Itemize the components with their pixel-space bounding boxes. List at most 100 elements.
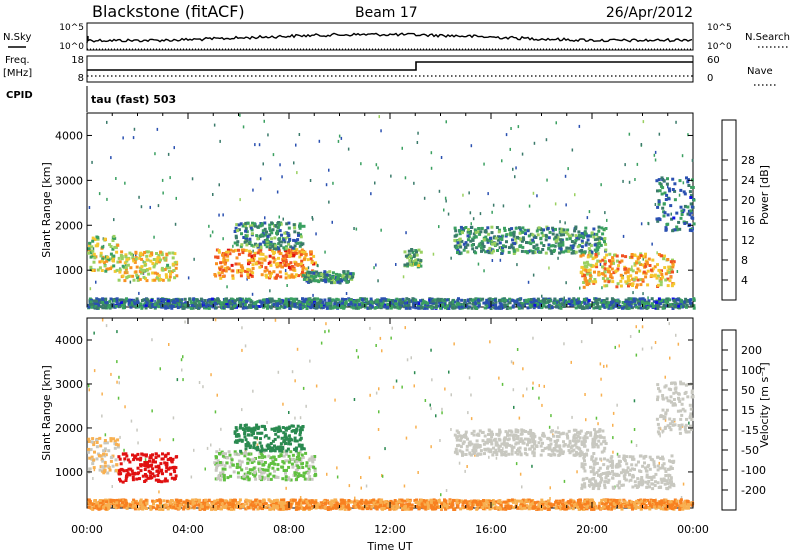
echo-cell — [479, 298, 483, 302]
echo-cell — [285, 449, 289, 453]
echo-cell — [469, 453, 473, 457]
echo-cell — [164, 305, 168, 309]
echo-cell — [283, 231, 287, 235]
echo-cell — [368, 306, 372, 310]
echo-cell — [250, 224, 254, 228]
echo-cell — [277, 302, 281, 305]
echo-cell — [515, 300, 519, 304]
scatter-point — [309, 179, 312, 182]
echo-cell — [461, 231, 464, 235]
echo-cell — [120, 257, 124, 261]
echo-cell — [237, 439, 240, 443]
echo-cell — [686, 205, 690, 209]
echo-cell — [204, 304, 208, 308]
echo-cell — [608, 265, 612, 269]
echo-cell — [212, 302, 216, 306]
echo-cell — [517, 297, 521, 301]
echo-cell — [139, 302, 143, 306]
echo-cell — [625, 304, 629, 308]
echo-cell — [379, 298, 383, 302]
scatter-point — [276, 190, 279, 194]
echo-cell — [272, 448, 275, 452]
echo-cell — [260, 475, 264, 479]
echo-cell — [331, 298, 335, 302]
echo-cell — [281, 265, 284, 269]
scatter-point — [546, 178, 548, 182]
echo-cell — [260, 222, 264, 226]
echo-cell — [490, 435, 494, 439]
echo-cell — [365, 297, 369, 301]
echo-cell — [298, 303, 302, 307]
echo-cell — [573, 241, 577, 245]
echo-cell — [103, 454, 107, 458]
scatter-point — [337, 139, 340, 143]
echo-cell — [269, 242, 273, 246]
echo-cell — [510, 243, 514, 247]
echo-cell — [595, 232, 599, 236]
echo-cell — [272, 455, 276, 459]
echo-cell — [165, 462, 169, 466]
echo-cell — [118, 298, 122, 302]
scatter-point — [647, 296, 649, 300]
echo-cell — [445, 298, 449, 302]
echo-cell — [580, 245, 584, 249]
scatter-point — [93, 331, 95, 335]
echo-cell — [159, 278, 163, 281]
echo-cell — [609, 273, 613, 276]
echo-cell — [292, 473, 296, 477]
echo-cell — [244, 221, 248, 225]
scatter-point — [576, 470, 578, 474]
echo-cell — [217, 474, 221, 478]
echo-cell — [499, 304, 503, 308]
echo-cell — [165, 464, 169, 468]
freq-tick-bottom: 8 — [78, 73, 84, 84]
echo-cell — [406, 262, 410, 266]
scatter-point — [159, 367, 161, 371]
echo-cell — [474, 231, 478, 235]
echo-cell — [87, 247, 91, 251]
echo-cell — [458, 449, 462, 453]
scatter-point — [430, 407, 432, 411]
echo-cell — [514, 226, 518, 230]
echo-cell — [101, 300, 105, 304]
echo-cell — [669, 265, 673, 269]
scatter-point — [681, 154, 684, 158]
echo-cell — [313, 469, 317, 473]
echo-cell — [271, 460, 275, 464]
echo-cell — [507, 452, 511, 456]
echo-cell — [684, 297, 688, 301]
echo-cell — [583, 277, 587, 281]
echo-cell — [301, 306, 305, 310]
echo-cell — [254, 446, 258, 450]
echo-cell — [117, 455, 121, 459]
echo-cell — [112, 264, 116, 268]
echo-cell — [416, 258, 420, 262]
echo-cell — [265, 245, 269, 249]
echo-cell — [233, 304, 237, 308]
echo-cell — [220, 451, 224, 455]
echo-cell — [490, 240, 494, 243]
echo-cell — [248, 224, 252, 228]
echo-cell — [615, 285, 619, 289]
scatter-point — [635, 325, 637, 329]
echo-cell — [548, 230, 552, 234]
echo-cell — [295, 248, 299, 252]
echo-cell — [659, 183, 663, 187]
echo-cell — [266, 478, 270, 481]
echo-cell — [305, 302, 309, 306]
echo-cell — [670, 284, 674, 288]
echo-cell — [607, 304, 611, 308]
scatter-point — [302, 386, 305, 390]
echo-cell — [89, 255, 93, 259]
scatter-point — [252, 188, 254, 192]
scatter-point — [467, 411, 469, 415]
echo-cell — [207, 306, 211, 310]
echo-cell — [287, 274, 291, 278]
echo-cell — [669, 260, 673, 264]
echo-cell — [159, 258, 162, 262]
echo-cell — [475, 433, 479, 437]
echo-cell — [134, 270, 138, 274]
echo-cell — [262, 240, 266, 244]
echo-cell — [130, 469, 134, 473]
echo-cell — [233, 440, 237, 444]
